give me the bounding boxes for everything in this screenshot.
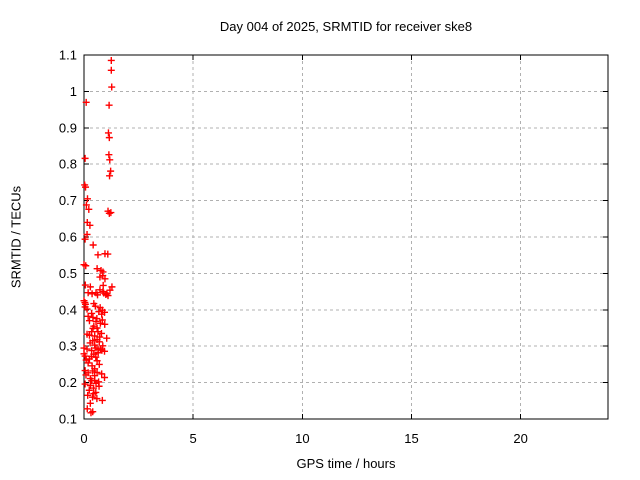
data-point-marker	[86, 339, 94, 347]
data-point-marker	[101, 275, 109, 283]
data-point-marker	[81, 352, 89, 360]
data-point-marker	[83, 345, 91, 353]
y-tick-label: 0.5	[59, 266, 77, 281]
data-point-marker	[84, 312, 92, 320]
data-point-marker	[106, 156, 114, 164]
y-tick-label: 0.6	[59, 230, 77, 245]
data-point-marker	[81, 281, 89, 289]
data-point-marker	[83, 195, 91, 203]
y-tick-label: 0.1	[59, 412, 77, 427]
y-tick-label: 0.8	[59, 157, 77, 172]
data-point-marker	[104, 292, 112, 300]
data-point-marker	[82, 98, 90, 106]
data-point-marker	[107, 56, 115, 64]
data-point-marker	[87, 409, 95, 417]
data-point-marker	[85, 205, 93, 213]
y-tick-label: 1.1	[59, 48, 77, 63]
y-tick-label: 0.9	[59, 120, 77, 135]
data-point-marker	[106, 286, 114, 294]
data-point-marker	[82, 262, 90, 270]
data-point-marker	[98, 396, 106, 404]
x-axis-label: GPS time / hours	[296, 456, 396, 471]
data-point-marker	[82, 201, 90, 209]
data-point-marker	[95, 360, 103, 368]
x-tick-label: 10	[295, 431, 309, 446]
y-tick-label: 0.4	[59, 302, 77, 317]
y-tick-label: 0.7	[59, 193, 77, 208]
x-tick-label: 5	[190, 431, 197, 446]
data-point-marker	[83, 405, 91, 413]
data-point-marker	[86, 399, 94, 407]
data-point-marker	[101, 320, 109, 328]
data-point-marker	[88, 290, 96, 298]
data-point-marker	[95, 382, 103, 390]
data-point-marker	[86, 283, 94, 291]
data-point-marker	[81, 235, 89, 243]
data-point-marker	[93, 265, 101, 273]
data-point-marker	[98, 370, 106, 378]
data-point-marker	[96, 273, 104, 281]
data-point-marker	[95, 338, 103, 346]
data-point-marker	[107, 167, 115, 175]
data-point-marker	[107, 66, 115, 74]
data-point-marker	[84, 359, 92, 367]
data-point-marker	[83, 230, 91, 238]
data-point-marker	[80, 261, 88, 269]
data-point-marker	[94, 251, 102, 259]
data-point-marker	[93, 395, 101, 403]
data-point-marker	[82, 183, 90, 191]
data-point-marker	[89, 324, 97, 332]
data-point-marker	[89, 367, 97, 375]
data-point-marker	[93, 357, 101, 365]
data-point-marker	[83, 305, 91, 313]
data-point-marker	[107, 209, 115, 217]
data-point-marker	[108, 83, 116, 91]
data-point-marker	[84, 289, 92, 297]
data-point-marker	[88, 328, 96, 336]
data-point-marker	[84, 391, 92, 399]
data-point-marker	[89, 241, 97, 249]
data-point-marker	[82, 371, 90, 379]
data-point-marker	[101, 374, 109, 382]
data-point-marker	[106, 172, 114, 180]
data-point-marker	[101, 347, 109, 355]
data-point-marker	[85, 317, 93, 325]
data-point-marker	[96, 319, 104, 327]
chart-title: Day 004 of 2025, SRMTID for receiver ske…	[219, 19, 473, 34]
data-point-marker	[89, 393, 97, 401]
data-point-marker	[94, 291, 102, 299]
data-point-marker	[90, 350, 98, 358]
x-tick-label: 20	[513, 431, 527, 446]
x-tick-label: 0	[80, 431, 87, 446]
data-point-marker	[86, 221, 94, 229]
data-point-marker	[91, 332, 99, 340]
data-point-marker	[105, 101, 113, 109]
data-point-marker	[85, 355, 93, 363]
data-point-marker	[105, 151, 113, 159]
data-point-marker	[85, 331, 93, 339]
data-point-marker	[81, 154, 89, 162]
data-point-marker	[99, 281, 107, 289]
data-point-marker	[81, 380, 89, 388]
y-tick-label: 0.2	[59, 375, 77, 390]
data-point-marker	[96, 345, 104, 353]
data-point-marker	[91, 302, 99, 310]
data-point-marker	[90, 390, 98, 398]
data-point-marker	[104, 129, 112, 137]
data-point-marker	[105, 134, 113, 142]
data-point-marker	[105, 209, 113, 217]
data-point-marker	[94, 349, 102, 357]
data-point-marker	[92, 317, 100, 325]
y-tick-label: 0.3	[59, 339, 77, 354]
data-point-marker	[85, 386, 93, 394]
x-tick-label: 15	[404, 431, 418, 446]
data-point-marker	[103, 334, 111, 342]
y-tick-label: 1	[70, 84, 77, 99]
data-point-marker	[104, 250, 112, 258]
data-point-marker	[97, 329, 105, 337]
data-point-marker	[89, 313, 97, 321]
